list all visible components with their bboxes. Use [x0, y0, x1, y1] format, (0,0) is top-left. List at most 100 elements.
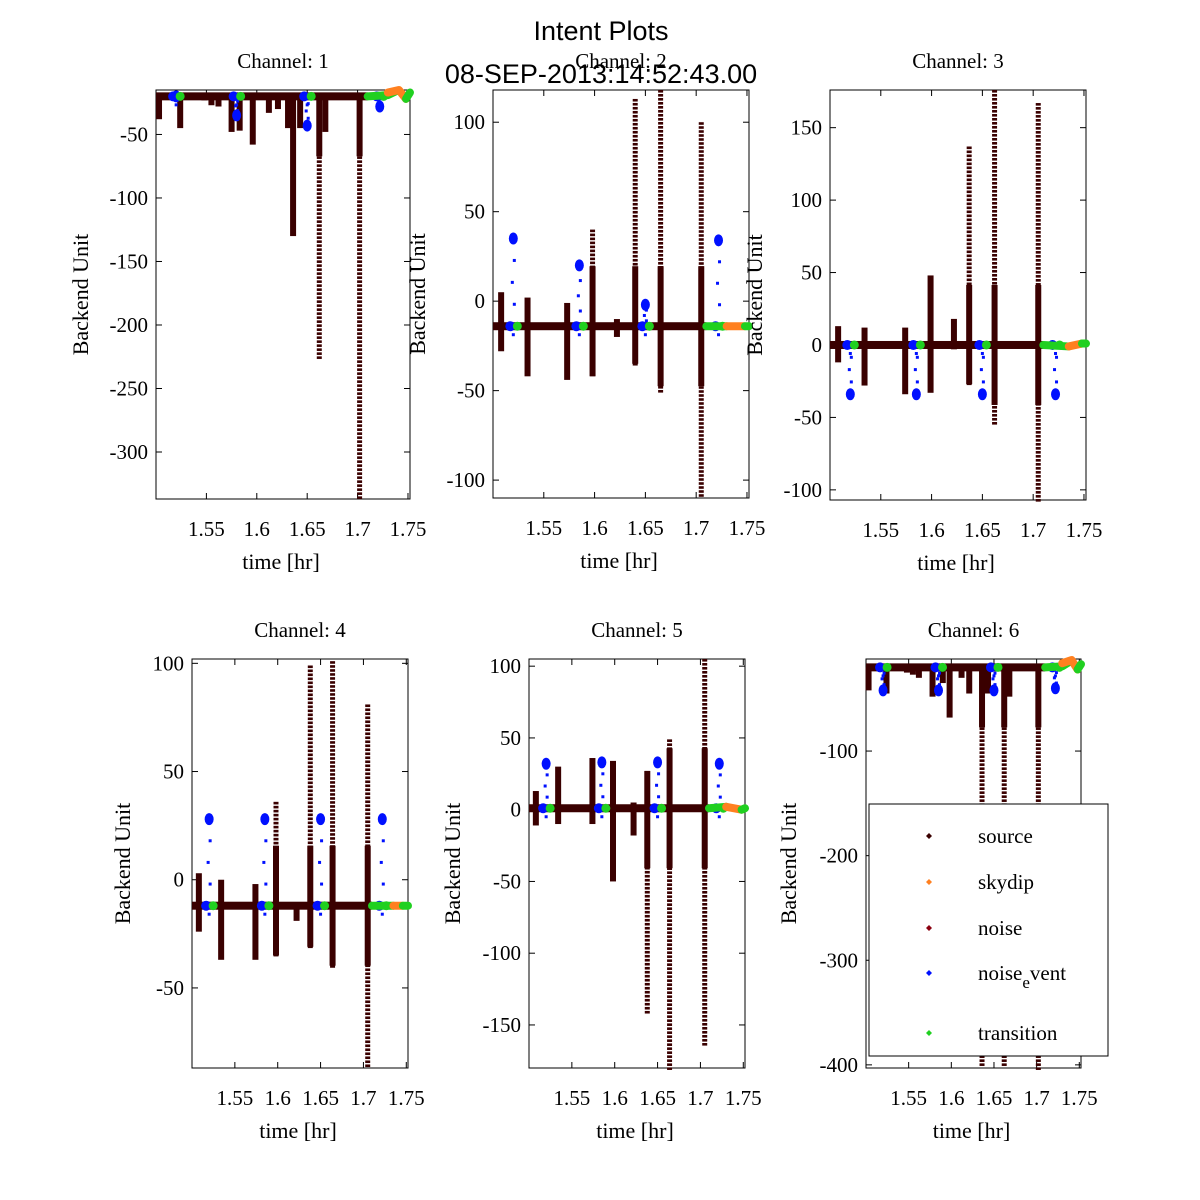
source-spike	[273, 801, 279, 957]
source-spike	[364, 704, 371, 1068]
y-tick-label: -300	[820, 948, 859, 972]
x-tick-label: 1.6	[581, 516, 607, 540]
legend-label: noise	[978, 916, 1022, 940]
x-axis-label: time [hr]	[933, 1118, 1011, 1143]
source-spike	[356, 96, 363, 499]
source-spike	[215, 96, 222, 107]
transition-point	[882, 662, 892, 672]
transition-point	[236, 91, 246, 101]
noise-event-cluster	[985, 662, 1003, 697]
source-spike	[903, 667, 910, 673]
data-layer	[529, 659, 749, 1070]
y-tick-label: 0	[812, 333, 823, 357]
legend-marker	[926, 1030, 932, 1036]
x-tick-label: 1.6	[938, 1086, 964, 1110]
noise-event-cluster	[505, 232, 522, 337]
noise-event-cluster	[228, 91, 246, 122]
source-spike	[274, 96, 281, 110]
source-spike	[946, 667, 953, 718]
y-tick-label: 50	[464, 200, 485, 224]
source-spike	[657, 90, 664, 393]
plot-frame	[191, 658, 409, 1069]
y-tick-label: 100	[490, 654, 522, 678]
transition-segment	[401, 88, 414, 103]
source-spike	[630, 802, 637, 836]
noise-event-cluster	[593, 756, 611, 819]
x-axis-label: time [hr]	[596, 1118, 674, 1143]
y-tick-label: -100	[110, 186, 149, 210]
panel-title: Channel: 2	[575, 49, 667, 73]
source-spike	[966, 146, 973, 386]
plot-frame	[492, 89, 750, 499]
x-axis-label: time [hr]	[917, 550, 995, 575]
source-spike	[991, 90, 998, 425]
source-baseline	[830, 340, 1044, 349]
noise-event-cluster	[312, 813, 330, 916]
y-tick-label: -250	[110, 376, 149, 400]
source-spike	[883, 667, 890, 694]
source-spike	[201, 96, 208, 101]
source-spike	[632, 98, 639, 366]
y-tick-label: 0	[475, 289, 486, 313]
legend-item-skydip: skydip	[926, 870, 1034, 894]
source-spike	[252, 884, 259, 960]
legend-marker	[926, 925, 932, 931]
source-spike	[666, 739, 673, 1070]
panel-title: Channel: 5	[591, 618, 683, 642]
source-spike	[524, 297, 531, 377]
source-spike	[865, 667, 872, 691]
source-spike	[285, 96, 292, 129]
noise-event-cluster	[908, 339, 925, 401]
x-tick-label: 1.55	[188, 517, 225, 541]
x-tick-label: 1.75	[729, 516, 766, 540]
y-tick-label: 100	[791, 188, 823, 212]
x-tick-label: 1.75	[725, 1086, 762, 1110]
source-spike	[249, 96, 256, 145]
source-baseline	[529, 804, 709, 813]
source-spike	[498, 292, 505, 352]
y-tick-label: -50	[120, 122, 148, 146]
legend-marker	[926, 833, 932, 839]
source-spike	[1006, 667, 1013, 697]
figure-subtitle: 08-SEP-2013:14:52:43.00	[445, 59, 757, 89]
figure-title: Intent Plots	[533, 16, 668, 46]
y-tick-label: -50	[794, 405, 822, 429]
x-tick-label: 1.55	[862, 518, 899, 542]
y-tick-label: 50	[163, 760, 184, 784]
source-spike	[589, 229, 596, 377]
legend-marker	[926, 970, 932, 976]
legend: source skydip noise noiseevent transition	[868, 803, 1109, 1057]
x-tick-label: 1.75	[1061, 1086, 1098, 1110]
panel-title: Channel: 3	[912, 49, 1004, 73]
source-spike	[329, 661, 336, 968]
panel-title: Channel: 1	[237, 49, 329, 73]
source-spike	[177, 96, 184, 129]
noise-event-cluster	[201, 813, 218, 916]
noise-event-cluster	[538, 757, 555, 819]
transition-point	[208, 901, 218, 911]
y-axis-label: Backend Unit	[742, 234, 767, 356]
source-baseline	[493, 322, 707, 331]
legend-label: transition	[978, 1021, 1058, 1045]
transition-point	[264, 901, 274, 911]
source-spike	[532, 791, 539, 826]
source-spike	[698, 122, 705, 497]
x-tick-label: 1.75	[390, 517, 427, 541]
y-tick-label: 100	[454, 110, 486, 134]
source-spike	[322, 96, 329, 132]
transition-segment	[1073, 660, 1085, 674]
transition-point	[915, 340, 925, 350]
noise-event-cluster	[299, 91, 316, 132]
x-tick-label: 1.65	[964, 518, 1001, 542]
source-spike	[939, 667, 946, 684]
y-tick-label: -300	[110, 440, 149, 464]
transition-point	[849, 340, 859, 350]
noise-event-cluster	[256, 813, 274, 916]
panel-title: Channel: 6	[928, 618, 1020, 642]
source-spike	[265, 96, 272, 113]
x-tick-label: 1.7	[687, 1086, 713, 1110]
x-tick-label: 1.7	[683, 516, 709, 540]
y-tick-label: 50	[500, 726, 521, 750]
legend-item-source: source	[926, 824, 1033, 848]
